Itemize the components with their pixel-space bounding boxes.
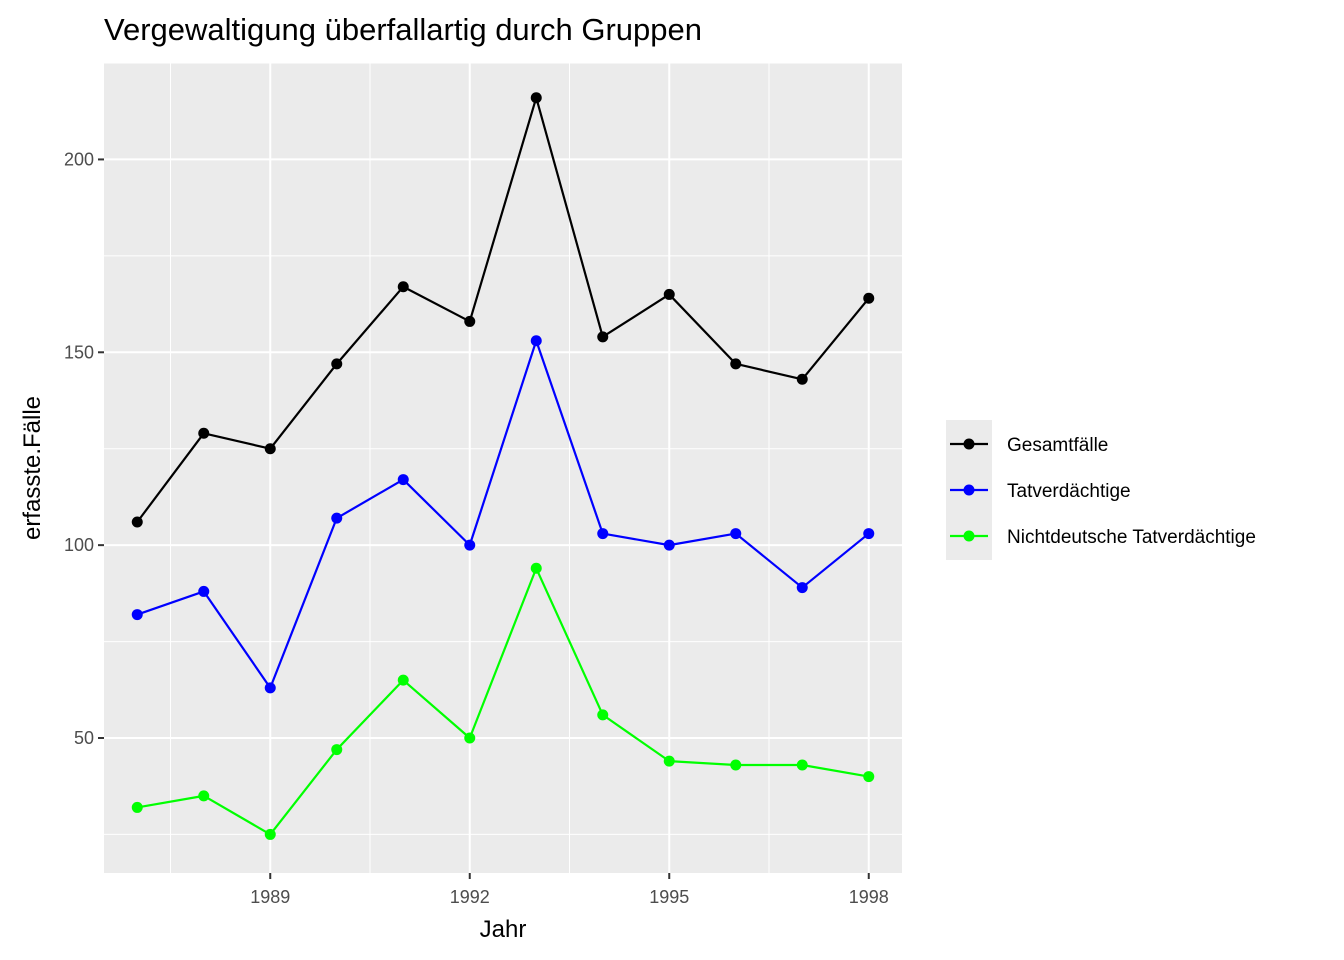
series-point [663,288,675,300]
y-axis-title: erfasste.Fälle [19,396,46,540]
legend-label: Nichtdeutsche Tatverdächtige [1007,527,1256,548]
series-point [863,292,875,304]
series-point [131,801,143,813]
series-point [796,582,808,594]
series-point [198,585,210,597]
series-point [464,732,476,744]
series-point [597,528,609,540]
series-line [136,96,870,523]
series-point [198,790,210,802]
series-point [530,562,542,574]
series-point [464,539,476,551]
series-point [397,281,409,293]
legend-key-point [963,484,975,496]
x-tick-label: 1989 [250,887,290,907]
series-layer [131,92,875,840]
series-point [131,609,143,621]
series-point [464,315,476,327]
series-line [136,339,870,689]
series-point [530,92,542,104]
axis-ticks: 1989 1992 1995 1998 50 100 150 200 [64,149,889,907]
series-point [198,427,210,439]
series-point [264,828,276,840]
series-point [730,358,742,370]
x-tick-label: 1992 [450,887,490,907]
series-point [597,331,609,343]
series-point [863,771,875,783]
legend-label: Gesamtfälle [1007,435,1108,456]
plot-panel [104,63,902,873]
series-point [331,512,343,524]
y-tick-label: 200 [64,149,94,169]
y-tick-label: 50 [74,728,94,748]
series-point [597,709,609,721]
series-point [397,674,409,686]
grid-major [104,63,902,873]
chart-title: Vergewaltigung überfallartig durch Grupp… [104,12,702,47]
legend-label: Tatverdächtige [1007,481,1131,502]
series-point [730,759,742,771]
series-point [663,755,675,767]
series-point [331,744,343,756]
series-point [331,358,343,370]
series-point [397,474,409,486]
series-point [796,759,808,771]
legend: Gesamtfälle Tatverdächtige Nichtdeutsche T… [946,420,1256,560]
series-point [264,443,276,455]
series-point [663,539,675,551]
series-point [264,682,276,694]
legend-key-point [963,438,975,450]
series-point [131,516,143,528]
series-line [137,567,869,836]
legend-key-point [963,530,975,542]
series-point [863,528,875,540]
y-tick-label: 100 [64,535,94,555]
x-tick-label: 1998 [849,887,889,907]
y-tick-label: 150 [64,342,94,362]
x-tick-label: 1995 [649,887,689,907]
x-axis-title: Jahr [480,916,527,943]
series-point [730,528,742,540]
series-point [796,373,808,385]
series-point [530,335,542,347]
